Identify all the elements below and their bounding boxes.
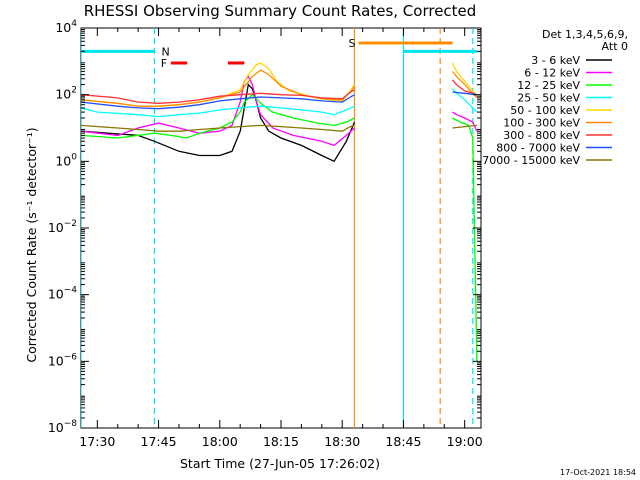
series-line — [81, 124, 477, 132]
legend-entry-label: 800 - 7000 keV — [496, 142, 580, 155]
y-axis-label: Corrected Count Rate (s⁻¹ detector⁻¹) — [24, 127, 39, 362]
legend-entry-label: 12 - 25 keV — [517, 79, 580, 92]
y-tick-label: 104 — [55, 19, 77, 35]
legend-entry-label: 7000 - 15000 keV — [482, 154, 580, 167]
y-tick-label: 10−2 — [48, 219, 77, 235]
plot-frame — [80, 27, 482, 429]
x-tick-label: 17:30 — [79, 434, 115, 449]
flag-label: N — [162, 45, 170, 58]
x-tick-label: 18:00 — [202, 434, 238, 449]
x-tick-label: 18:45 — [385, 434, 421, 449]
flag-label: F — [161, 57, 167, 70]
y-tick-label: 10−4 — [48, 286, 77, 302]
legend-entry-label: 6 - 12 keV — [524, 67, 580, 80]
y-tick-label: 100 — [55, 152, 77, 168]
legend-entry-label: 3 - 6 keV — [531, 54, 580, 67]
x-tick-label: 18:30 — [324, 434, 360, 449]
x-tick-label: 19:00 — [447, 434, 483, 449]
legend-header: Att 0 — [602, 40, 628, 53]
legend-entry-label: 50 - 100 keV — [510, 104, 580, 117]
series-line — [81, 69, 478, 107]
x-tick-label: 17:45 — [141, 434, 177, 449]
plot-area: NF S — [80, 27, 482, 429]
series-line — [81, 91, 477, 110]
y-axis: 10−8 10−6 10−4 10−2 100 102 104 — [48, 19, 481, 435]
y-tick-label: 10−8 — [48, 419, 77, 435]
series-line — [81, 93, 478, 362]
x-tick-label: 18:15 — [263, 434, 299, 449]
legend-entry-label: 300 - 800 keV — [503, 129, 580, 142]
footer-timestamp: 17-Oct-2021 18:54 — [560, 468, 636, 477]
y-tick-label: 10−6 — [48, 352, 77, 368]
x-axis-label: Start Time (27-Jun-05 17:26:02) — [180, 456, 380, 471]
flag-label: S — [349, 37, 356, 50]
chart-title: RHESSI Observing Summary Count Rates, Co… — [84, 2, 477, 20]
legend-entry-label: 25 - 50 keV — [517, 92, 580, 105]
legend-header: Det 1,3,4,5,6,9, — [542, 28, 628, 41]
x-axis: 17:30 17:45 18:00 18:15 18:30 18:45 19:00 — [79, 28, 483, 449]
series-line — [81, 83, 356, 163]
plot-data-layer — [81, 28, 478, 428]
legend-entry-label: 100 - 300 keV — [503, 117, 580, 130]
y-tick-label: 102 — [55, 86, 77, 102]
